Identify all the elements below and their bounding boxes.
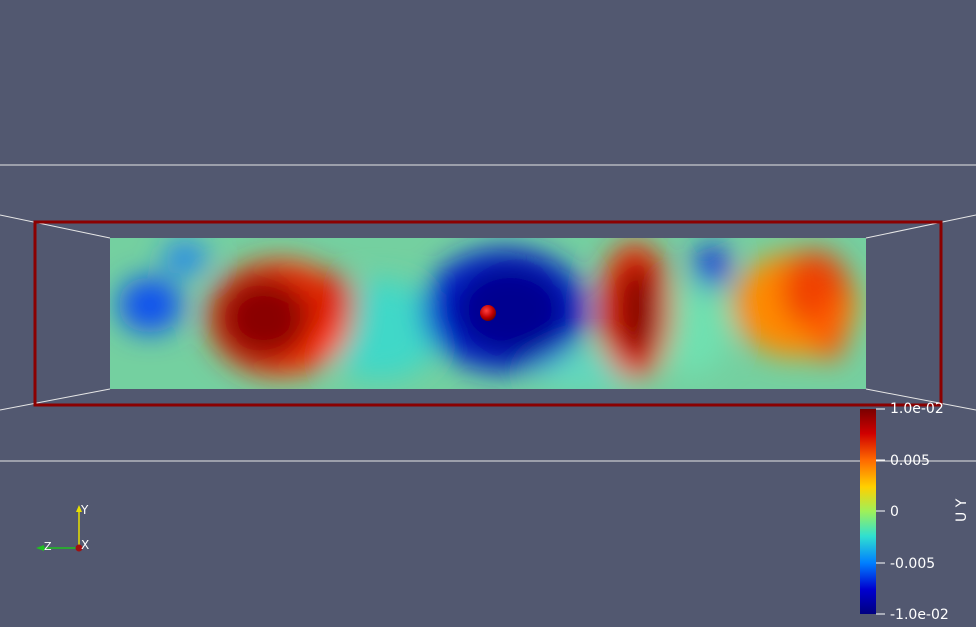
z-axis-arrow-icon [36, 545, 44, 551]
x-axis-label: X [81, 538, 89, 552]
z-axis-label: Z [44, 540, 52, 553]
colorbar-tick-0.005: 0.005 [890, 453, 930, 469]
x-axis-dot-icon [75, 544, 83, 552]
domain-wireframe [0, 164, 976, 462]
colorbar-max-label: 1.0e-02 [890, 401, 944, 417]
colorbar-title: U Y [954, 498, 970, 522]
probe-sphere[interactable] [480, 305, 496, 321]
colorbar-tick-neg-0.005: -0.005 [890, 556, 935, 572]
uy-field-slice[interactable] [110, 238, 866, 390]
y-axis-arrow-icon [76, 505, 82, 512]
colorbar: 1.0e-02 0.005 0 -0.005 -1.0e-02 U Y [860, 401, 970, 623]
orientation-axes[interactable]: Y X Z [36, 503, 89, 553]
colorbar-min-label: -1.0e-02 [890, 607, 949, 623]
colorbar-gradient [860, 409, 876, 614]
y-axis-label: Y [80, 503, 89, 517]
slab-outline [33, 220, 943, 407]
colorbar-tick-0: 0 [890, 504, 899, 520]
